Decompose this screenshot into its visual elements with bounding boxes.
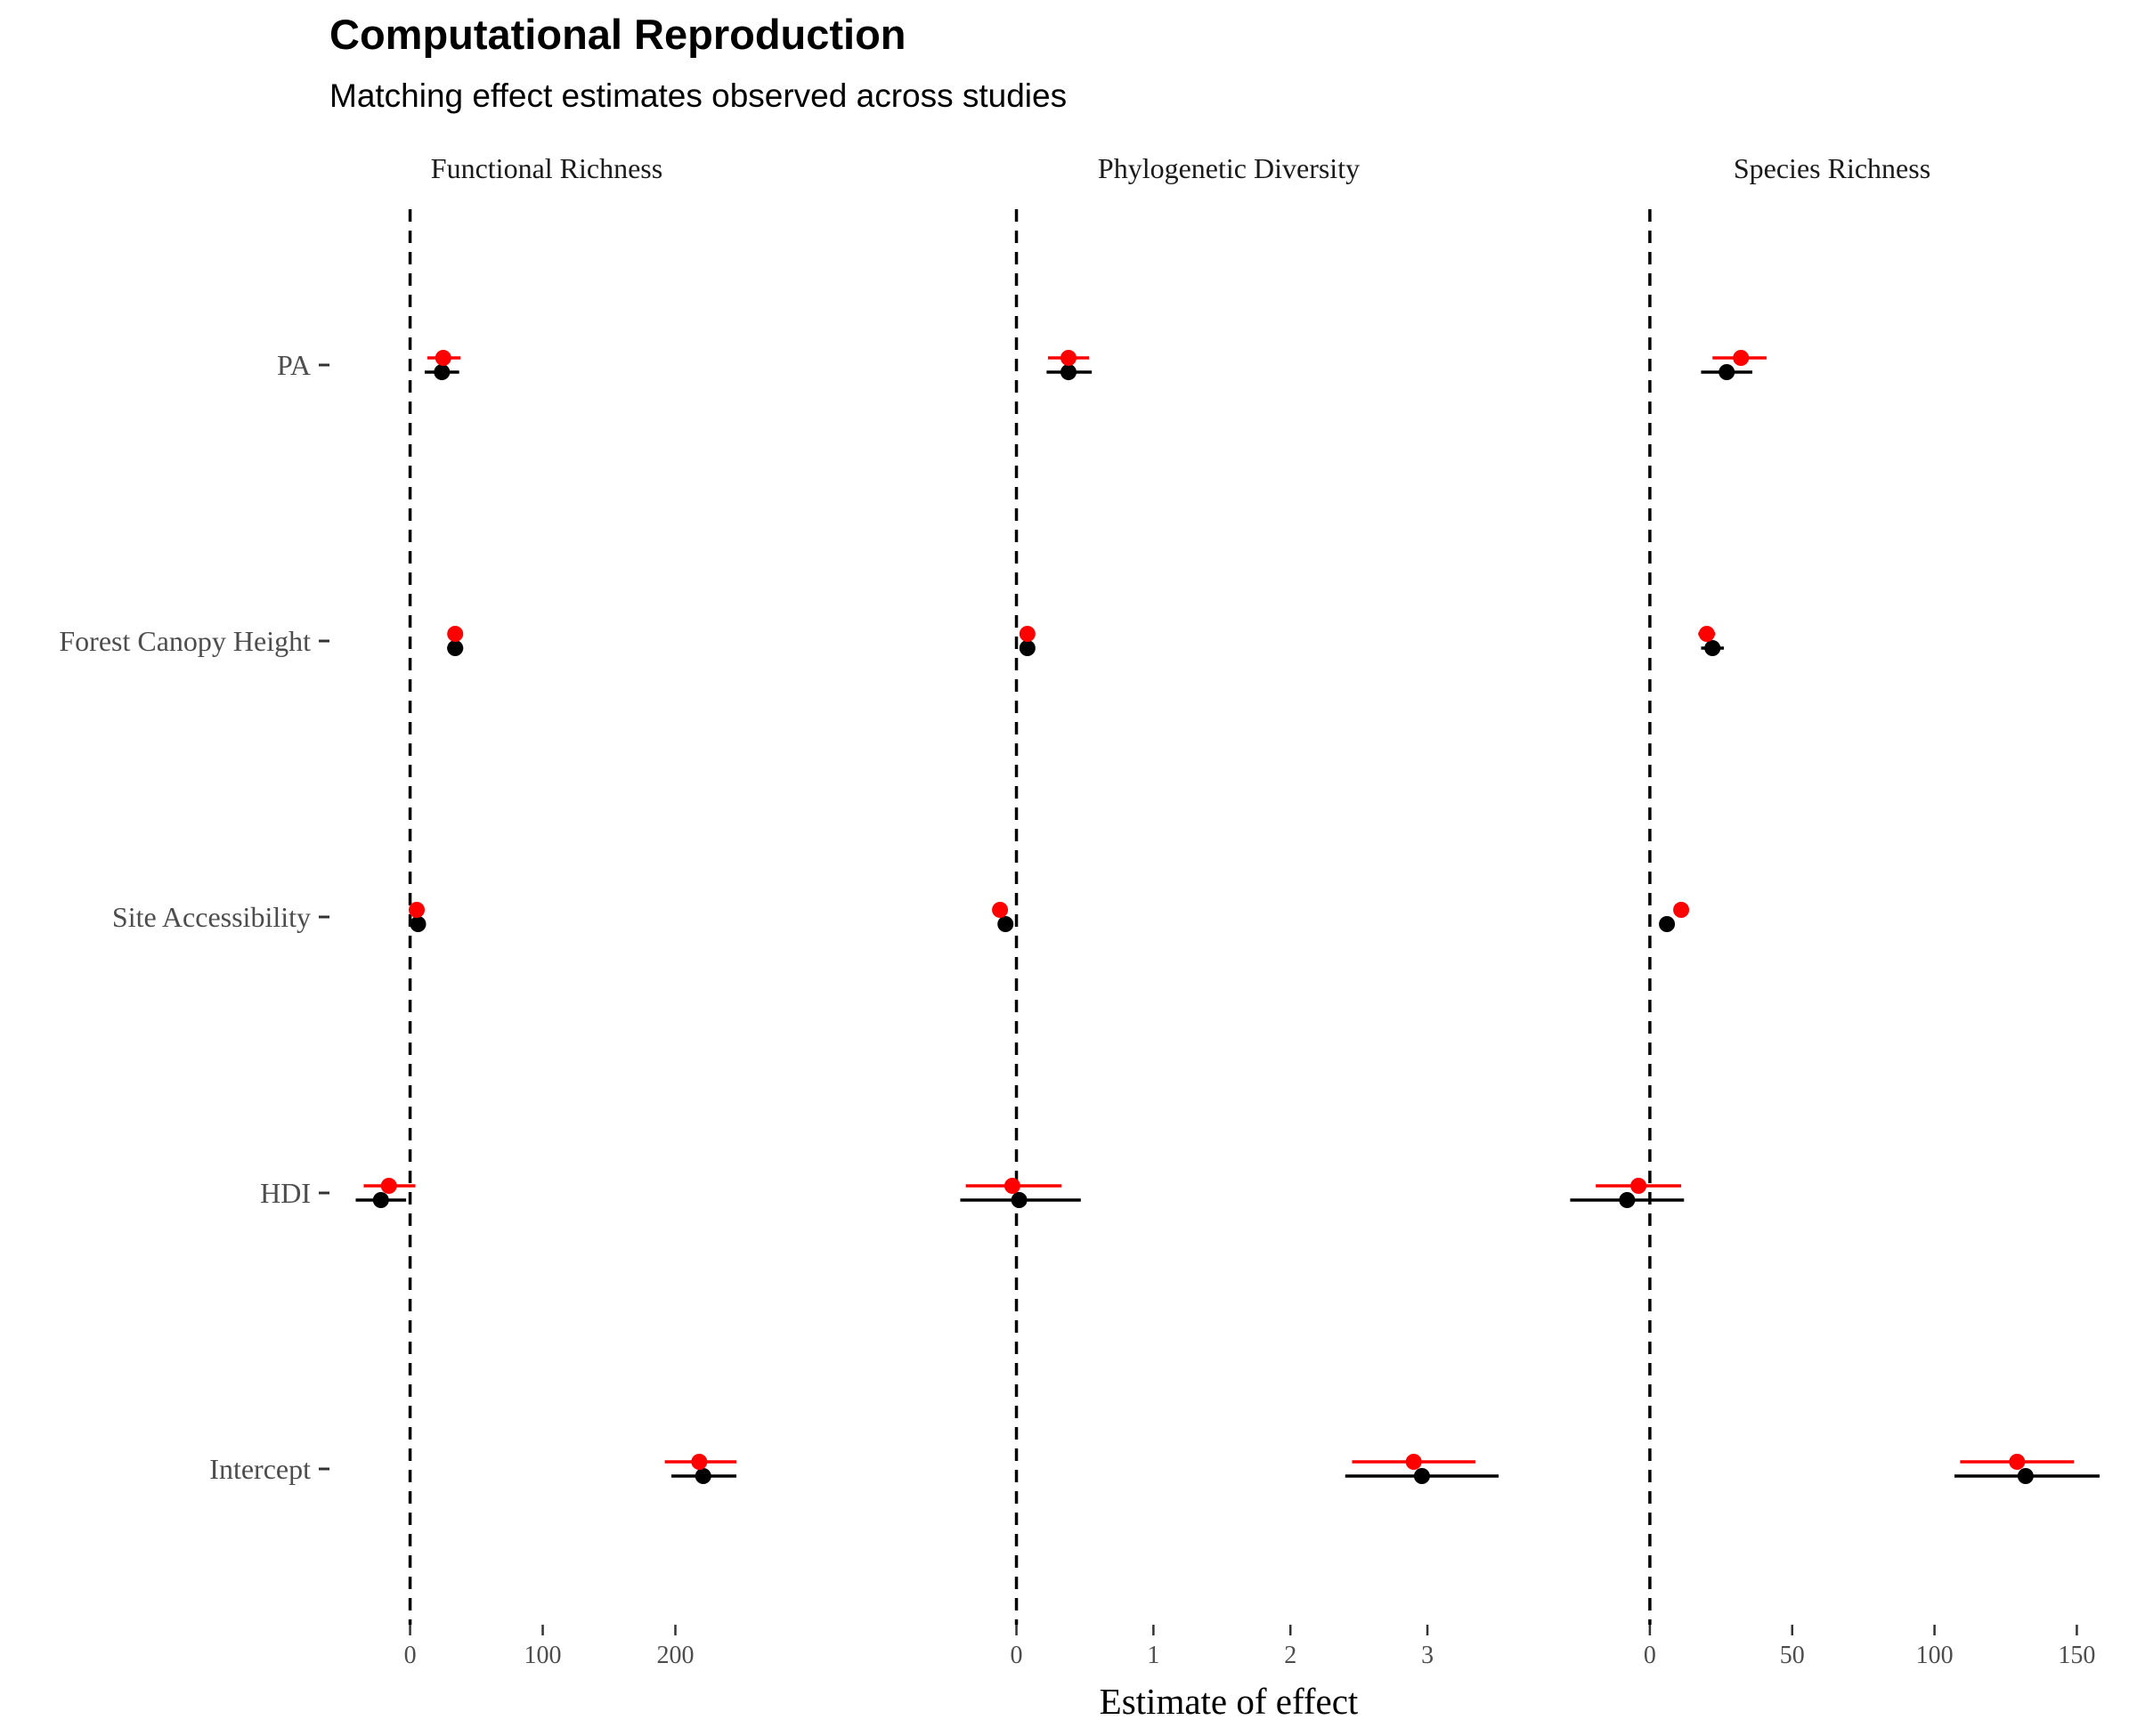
original-point — [1011, 1192, 1028, 1208]
x-tick-label: 150 — [2058, 1642, 2095, 1669]
x-tick-label: 0 — [404, 1642, 417, 1669]
x-tick-label: 200 — [656, 1642, 694, 1669]
x-tick-label: 100 — [524, 1642, 562, 1669]
reproduction-point — [1019, 626, 1036, 642]
reproduction-point — [1698, 626, 1715, 642]
reproduction-point — [435, 350, 451, 366]
reproduction-point — [1405, 1454, 1422, 1470]
reproduction-point — [1673, 902, 1690, 918]
y-tick-label: Forest Canopy Height — [59, 625, 311, 657]
chart-title: Computational Reproduction — [329, 11, 906, 58]
original-point — [410, 916, 427, 932]
reproduction-point — [1733, 350, 1750, 366]
reproduction-point — [2009, 1454, 2026, 1470]
x-tick-label: 2 — [1284, 1642, 1296, 1669]
x-tick-label: 50 — [1780, 1642, 1805, 1669]
reproduction-point — [1003, 1178, 1020, 1194]
reproduction-point — [409, 902, 426, 918]
plot-area: PA Forest Canopy Height Site Accessibility… — [59, 152, 2100, 1669]
reproduction-point — [992, 902, 1009, 918]
x-tick-label: 0 — [1011, 1642, 1023, 1669]
reproduction-point — [1630, 1178, 1647, 1194]
original-point — [372, 1192, 389, 1208]
panel-strip-label: Functional Richness — [431, 152, 662, 184]
original-point — [1719, 364, 1735, 380]
chart-subtitle: Matching effect estimates observed acros… — [329, 77, 1067, 114]
x-axis-label: Estimate of effect — [1100, 1681, 1359, 1722]
original-point — [997, 916, 1014, 932]
original-point — [434, 364, 451, 380]
original-point — [2017, 1468, 2034, 1484]
original-point — [1413, 1468, 1430, 1484]
x-tick-label: 0 — [1644, 1642, 1656, 1669]
original-point — [695, 1468, 711, 1484]
y-tick-label: Site Accessibility — [112, 901, 311, 933]
original-point — [1619, 1192, 1636, 1208]
panel-strip-label: Species Richness — [1734, 152, 1930, 184]
reproduction-point — [380, 1178, 397, 1194]
y-tick-label: HDI — [260, 1177, 311, 1209]
panel-strip-label: Phylogenetic Diversity — [1098, 152, 1360, 184]
original-point — [1704, 640, 1721, 656]
reproduction-point — [691, 1454, 708, 1470]
original-point — [1060, 364, 1077, 380]
reproduction-point — [1060, 350, 1077, 366]
original-point — [1019, 640, 1036, 656]
y-tick-label: Intercept — [209, 1453, 311, 1485]
y-tick-label: PA — [277, 349, 311, 381]
x-tick-label: 1 — [1147, 1642, 1159, 1669]
x-tick-label: 3 — [1421, 1642, 1434, 1669]
x-tick-label: 100 — [1916, 1642, 1954, 1669]
reproduction-point — [447, 626, 464, 642]
original-point — [447, 640, 464, 656]
original-point — [1659, 916, 1676, 932]
